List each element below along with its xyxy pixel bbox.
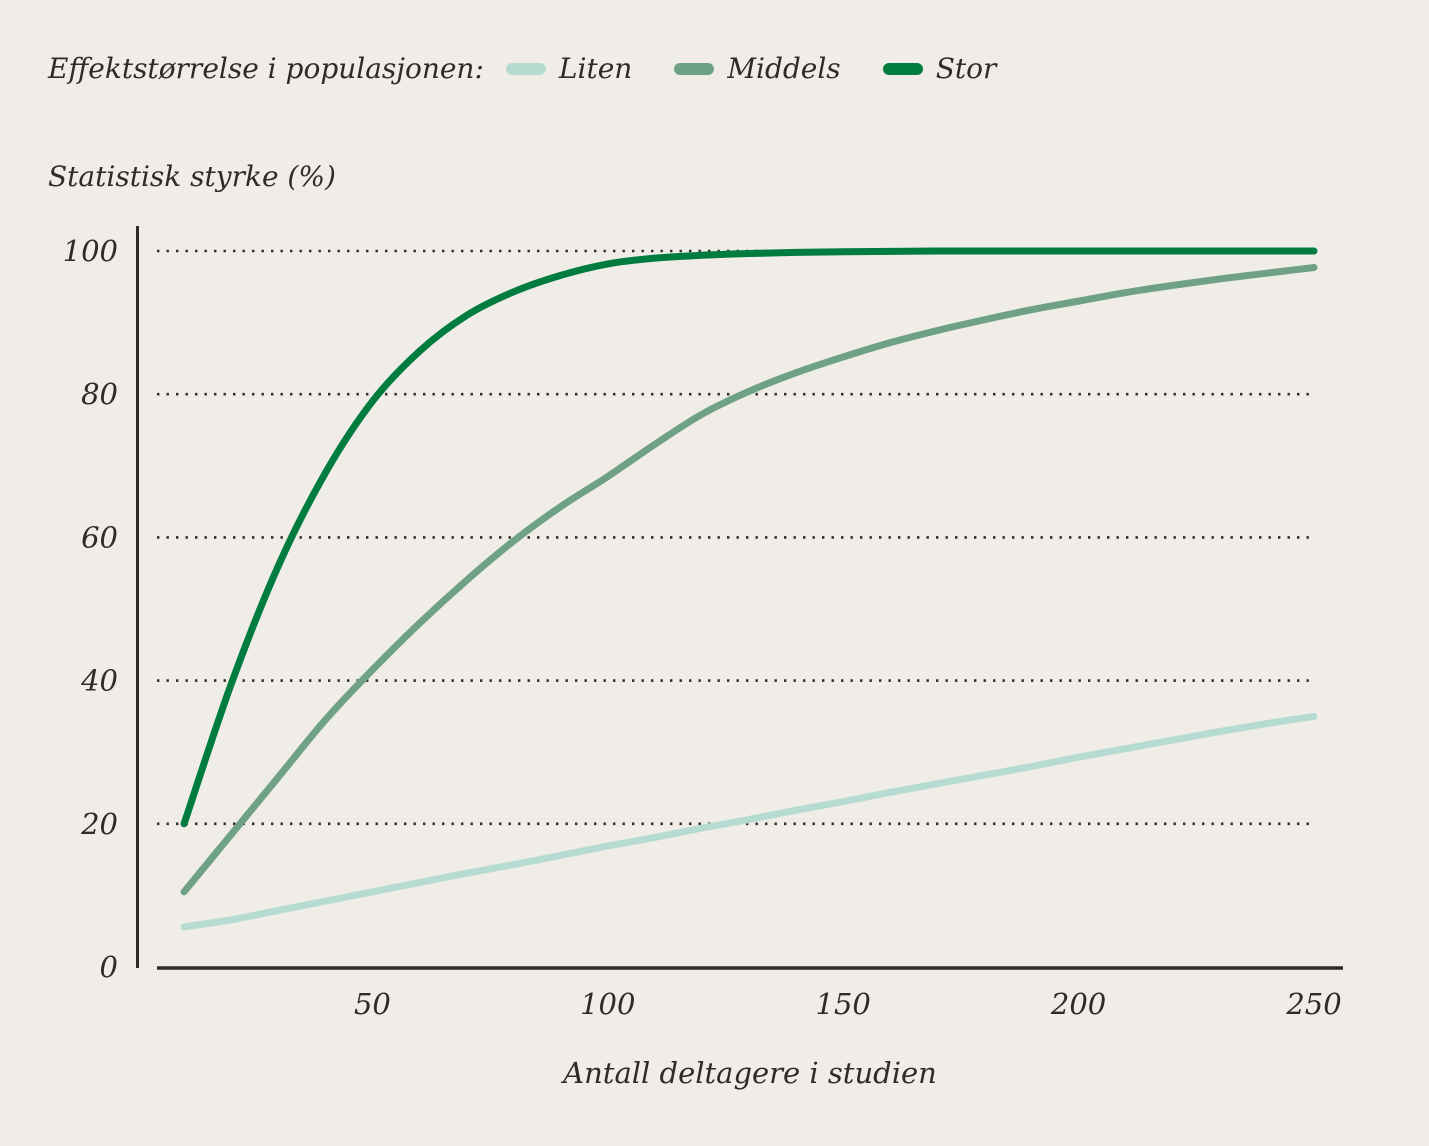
legend-swatch-stor-icon xyxy=(882,62,923,75)
chart-legend: Effektstørrelse i populasjonen: Liten Mi… xyxy=(48,52,1038,85)
legend-label-stor: Stor xyxy=(935,52,997,85)
y-tick-label-80: 80 xyxy=(81,377,118,411)
legend-label-liten: Liten xyxy=(558,52,633,85)
curve-stor xyxy=(180,247,1318,828)
y-tick-label-100: 100 xyxy=(63,234,118,268)
y-tick-label-60: 60 xyxy=(81,520,118,554)
legend-item-middels: Middels xyxy=(674,52,841,85)
legend-item-stor: Stor xyxy=(882,52,997,85)
legend-swatch-liten-icon xyxy=(505,62,546,75)
x-tick-label-250: 250 xyxy=(1285,987,1341,1021)
legend-title: Effektstørrelse i populasjonen: xyxy=(48,52,484,85)
x-tick-label-100: 100 xyxy=(580,987,635,1021)
curve-liten xyxy=(180,712,1318,931)
legend-swatch-middels-icon xyxy=(674,62,715,75)
x-tick-label-50: 50 xyxy=(354,987,391,1021)
x-tick-label-200: 200 xyxy=(1050,987,1106,1021)
curve-middels xyxy=(180,263,1318,896)
legend-label-middels: Middels xyxy=(727,52,841,85)
legend-item-liten: Liten xyxy=(505,52,633,85)
x-axis-title: Antall deltagere i studien xyxy=(563,1056,937,1090)
y-tick-label-20: 20 xyxy=(80,807,118,841)
y-tick-label-40: 40 xyxy=(80,664,118,698)
y-tick-label-0: 0 xyxy=(100,950,118,984)
y-axis-title: Statistisk styrke (%) xyxy=(48,160,336,193)
x-tick-label-150: 150 xyxy=(816,987,871,1021)
